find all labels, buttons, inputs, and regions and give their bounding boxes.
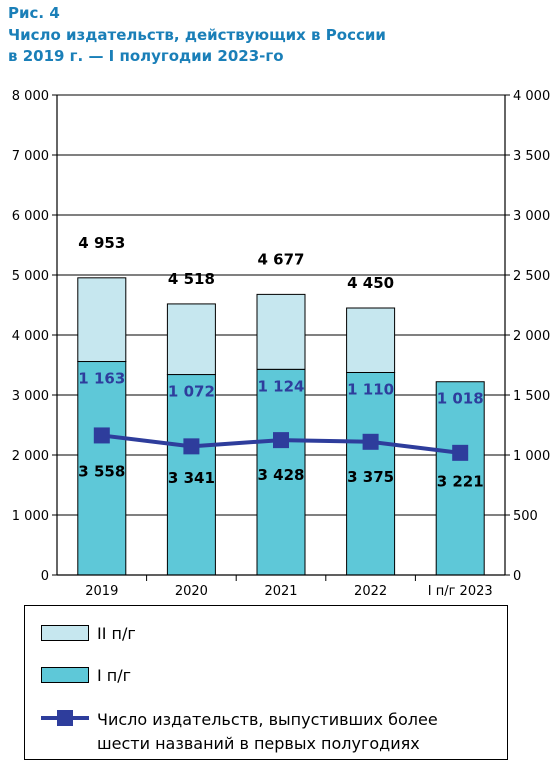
- legend-label-h1: I п/г: [97, 666, 132, 685]
- line-value-label: 1 163: [78, 370, 125, 388]
- line-value-label: 1 072: [168, 383, 215, 401]
- x-tick-label: 2020: [175, 584, 208, 599]
- x-tick-label: 2022: [354, 584, 387, 599]
- axes: 0 1 000 2 000 3 000 4 000 5 000 6 000 7 000 8 00…: [12, 89, 550, 599]
- total-value-label: 4 450: [347, 274, 394, 292]
- legend: II п/г I п/г Число издательств, выпустив…: [24, 605, 508, 760]
- left-tick-label: 1 000: [12, 509, 49, 524]
- legend-label-line-2: шести названий в первых полугодиях: [97, 734, 420, 753]
- left-tick-label: 2 000: [12, 449, 49, 464]
- legend-swatch-h2: [41, 625, 89, 641]
- legend-swatch-line: [41, 708, 89, 728]
- right-tick-label: 4 000: [513, 89, 550, 104]
- left-tick-label: 5 000: [12, 269, 49, 284]
- right-tick-label: 3 500: [513, 149, 550, 164]
- legend-item-h2: II п/г: [41, 622, 136, 646]
- legend-label-line-1: Число издательств, выпустивших более: [97, 710, 438, 729]
- bar-h2: [346, 307, 396, 373]
- left-tick-label: 3 000: [12, 389, 49, 404]
- legend-item-h1: I п/г: [41, 664, 131, 688]
- right-tick-label: 2 500: [513, 269, 550, 284]
- left-tick-label: 6 000: [12, 209, 49, 224]
- h1-value-label: 3 341: [168, 469, 215, 487]
- line-point: [273, 432, 289, 449]
- legend-label-h2: II п/г: [97, 624, 136, 643]
- chart-title-line-1: Число издательств, действующих в России: [8, 26, 386, 44]
- bars: [77, 277, 485, 576]
- total-value-label: 4 518: [168, 270, 215, 288]
- line-value-label: 1 018: [437, 390, 484, 408]
- left-tick-label: 0: [41, 569, 49, 584]
- h1-value-label: 3 558: [78, 462, 125, 480]
- h1-value-label: 3 221: [437, 472, 484, 490]
- bar-h1: [166, 374, 216, 576]
- line-value-label: 1 124: [258, 377, 305, 395]
- line-point: [452, 444, 469, 461]
- x-tick-label: I п/г 2023: [428, 584, 493, 599]
- x-tick-label: 2021: [264, 584, 297, 599]
- line-point: [183, 438, 200, 455]
- bar-h2: [77, 277, 127, 363]
- chart-title: Число издательств, действующих в России …: [8, 25, 386, 67]
- line-value-label: 1 110: [347, 381, 394, 399]
- line-series: [93, 427, 469, 461]
- legend-item-line: Число издательств, выпустивших более шес…: [41, 708, 438, 756]
- line-point: [93, 427, 110, 444]
- chart-area: 3 558 3 341 3 428 3 375 3 221 1 163 1 072 1 124…: [12, 89, 550, 599]
- right-tick-label: 2 000: [513, 329, 550, 344]
- legend-swatch-h1: [41, 667, 89, 683]
- line-point: [362, 433, 379, 450]
- left-tick-label: 8 000: [12, 89, 49, 104]
- bar-h1: [256, 368, 306, 576]
- bar-h1: [435, 381, 485, 576]
- legend-label-line: Число издательств, выпустивших более шес…: [97, 708, 438, 756]
- total-value-label: 4 953: [78, 234, 125, 252]
- chart-title-line-2: в 2019 г. — I полугодии 2023-го: [8, 47, 284, 65]
- data-labels: 3 558 3 341 3 428 3 375 3 221 1 163 1 072 1 124…: [78, 234, 483, 491]
- right-tick-label: 1 000: [513, 449, 550, 464]
- total-value-label: 4 677: [258, 250, 305, 268]
- right-tick-label: 500: [513, 509, 538, 524]
- right-tick-label: 0: [513, 569, 521, 584]
- figure-label: Рис. 4: [8, 4, 60, 22]
- left-tick-label: 7 000: [12, 149, 49, 164]
- right-tick-label: 1 500: [513, 389, 550, 404]
- bar-h2: [256, 293, 306, 370]
- right-tick-label: 3 000: [513, 209, 550, 224]
- bar-h2: [166, 303, 216, 376]
- h1-value-label: 3 428: [258, 466, 305, 484]
- left-tick-label: 4 000: [12, 329, 49, 344]
- x-tick-label: 2019: [85, 584, 118, 599]
- h1-value-label: 3 375: [347, 468, 394, 486]
- bar-h1: [77, 361, 127, 576]
